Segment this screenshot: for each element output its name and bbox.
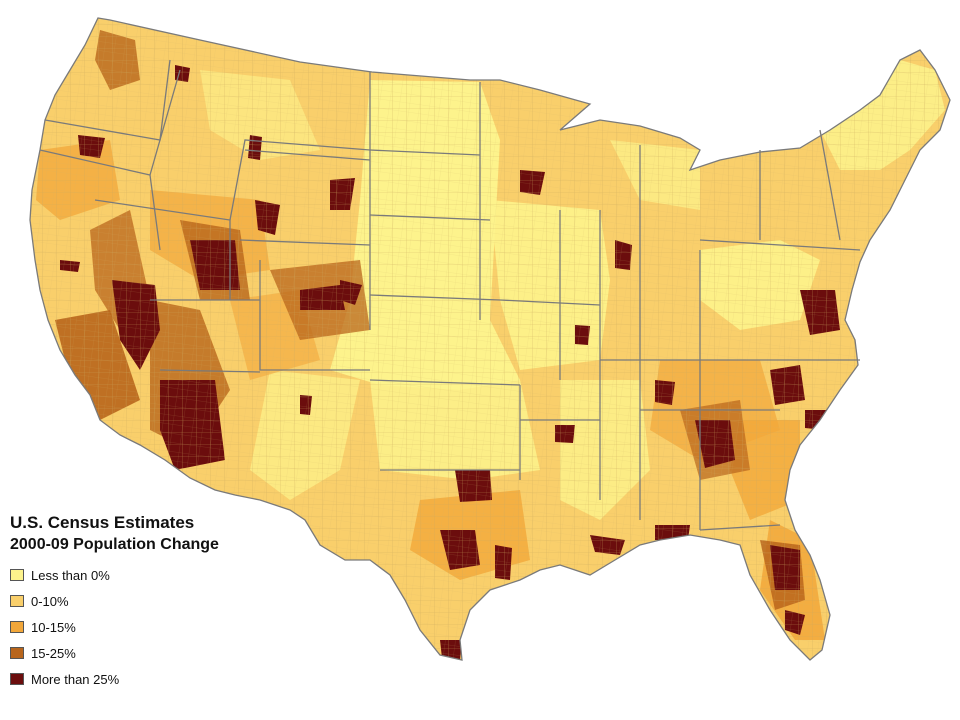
legend-subtitle: 2000-09 Population Change	[10, 536, 219, 553]
state-borders	[29, 17, 951, 661]
legend-item-10-15: 10-15%	[10, 614, 219, 640]
legend-swatch	[10, 673, 24, 685]
legend-swatch	[10, 569, 24, 581]
legend-item-less-than-0: Less than 0%	[10, 562, 219, 588]
legend-swatch	[10, 621, 24, 633]
legend-title: U.S. Census Estimates	[10, 513, 195, 532]
legend-swatch	[10, 647, 24, 659]
legend-label: 10-15%	[31, 619, 76, 635]
legend-item-15-25: 15-25%	[10, 640, 219, 666]
legend-label: More than 25%	[31, 671, 120, 687]
legend-item-more-than-25: More than 25%	[10, 666, 219, 692]
legend-swatch	[10, 595, 24, 607]
legend-item-0-10: 0-10%	[10, 588, 219, 614]
map-legend: U.S. Census Estimates 2000-09 Population…	[10, 512, 219, 692]
legend-label: 0-10%	[31, 593, 69, 609]
legend-label: 15-25%	[31, 645, 76, 661]
legend-label: Less than 0%	[31, 567, 110, 583]
